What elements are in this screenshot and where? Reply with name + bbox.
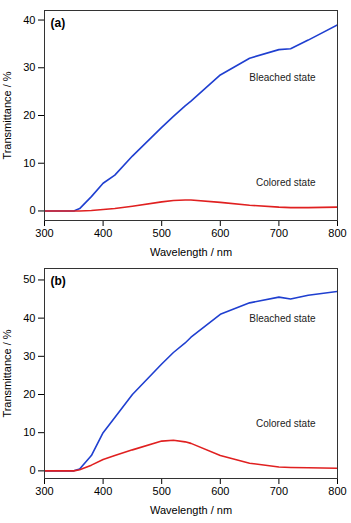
svg-text:700: 700 bbox=[270, 227, 288, 239]
svg-text:20: 20 bbox=[23, 109, 35, 121]
svg-text:Transmittance / %: Transmittance / % bbox=[1, 71, 13, 159]
svg-text:0: 0 bbox=[29, 464, 35, 476]
svg-text:Colored state: Colored state bbox=[256, 418, 316, 429]
svg-text:Wavelength / nm: Wavelength / nm bbox=[150, 246, 232, 258]
svg-text:10: 10 bbox=[23, 426, 35, 438]
svg-text:400: 400 bbox=[94, 227, 112, 239]
svg-text:10: 10 bbox=[23, 157, 35, 169]
svg-text:800: 800 bbox=[328, 485, 346, 497]
svg-text:(b): (b) bbox=[51, 274, 66, 288]
svg-text:50: 50 bbox=[23, 273, 35, 285]
svg-text:20: 20 bbox=[23, 388, 35, 400]
svg-text:700: 700 bbox=[270, 485, 288, 497]
svg-text:Bleached state: Bleached state bbox=[249, 313, 316, 324]
svg-text:30: 30 bbox=[23, 350, 35, 362]
svg-text:40: 40 bbox=[23, 312, 35, 324]
svg-text:(a): (a) bbox=[51, 16, 66, 30]
svg-text:Wavelength / nm: Wavelength / nm bbox=[150, 504, 232, 516]
svg-text:0: 0 bbox=[29, 204, 35, 216]
svg-text:500: 500 bbox=[153, 485, 171, 497]
svg-text:400: 400 bbox=[94, 485, 112, 497]
svg-text:Bleached state: Bleached state bbox=[249, 72, 316, 83]
svg-text:30: 30 bbox=[23, 61, 35, 73]
svg-text:300: 300 bbox=[35, 227, 53, 239]
svg-text:40: 40 bbox=[23, 14, 35, 26]
svg-text:500: 500 bbox=[153, 227, 171, 239]
svg-text:800: 800 bbox=[328, 227, 346, 239]
svg-text:Transmittance / %: Transmittance / % bbox=[1, 329, 13, 417]
svg-text:Colored state: Colored state bbox=[256, 177, 316, 188]
svg-text:600: 600 bbox=[211, 227, 229, 239]
svg-text:600: 600 bbox=[211, 485, 229, 497]
svg-text:300: 300 bbox=[35, 485, 53, 497]
